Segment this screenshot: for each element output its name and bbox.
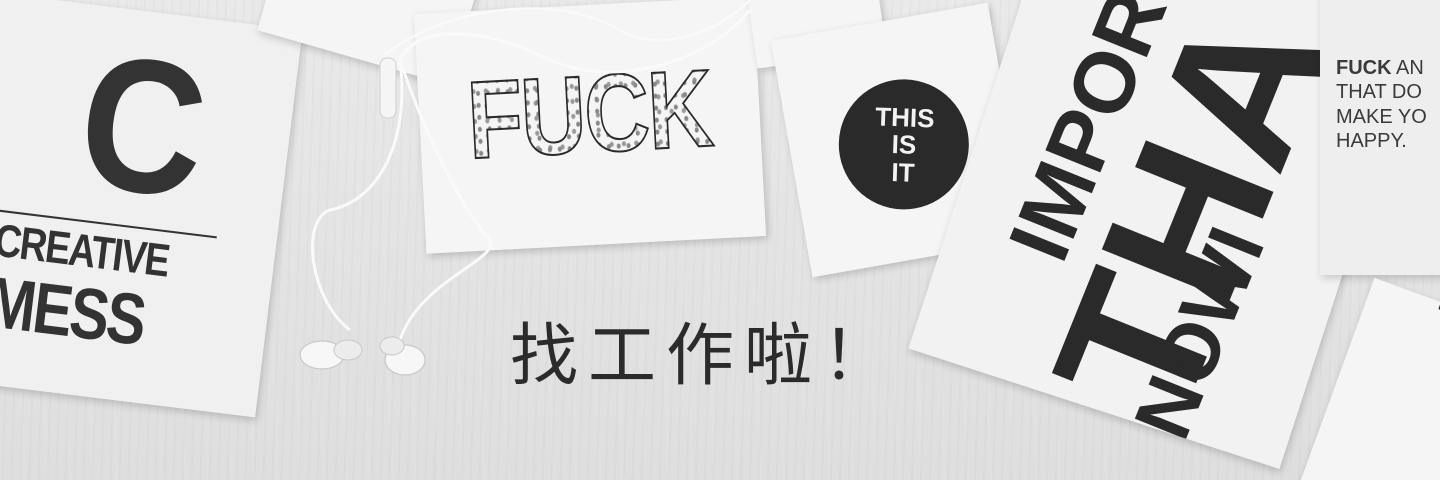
mess-word: MESS — [0, 262, 149, 361]
right-quote-line2: THAT DO — [1336, 81, 1422, 104]
this-is-it-text: THIS IS IT — [838, 101, 971, 188]
right-quote-line1: AN — [1391, 57, 1424, 79]
page-title: 找工作啦！ — [510, 317, 901, 396]
right-quote-line3: MAKE YO — [1336, 105, 1427, 128]
right-quote-line4: HAPPY. — [1336, 130, 1407, 153]
creative-c-letter: C — [68, 13, 212, 239]
it-word: IT — [890, 156, 916, 188]
earphones-icon — [299, 0, 752, 376]
right-quote-card: FUCK AN THAT DO MAKE YO HAPPY. — [1320, 0, 1440, 275]
right-quote-bold: FUCK — [1336, 57, 1392, 79]
creative-mess-card: C CREATIVE MESS — [0, 0, 303, 418]
right-quote-text: FUCK AN THAT DO MAKE YO HAPPY. — [1336, 56, 1427, 154]
